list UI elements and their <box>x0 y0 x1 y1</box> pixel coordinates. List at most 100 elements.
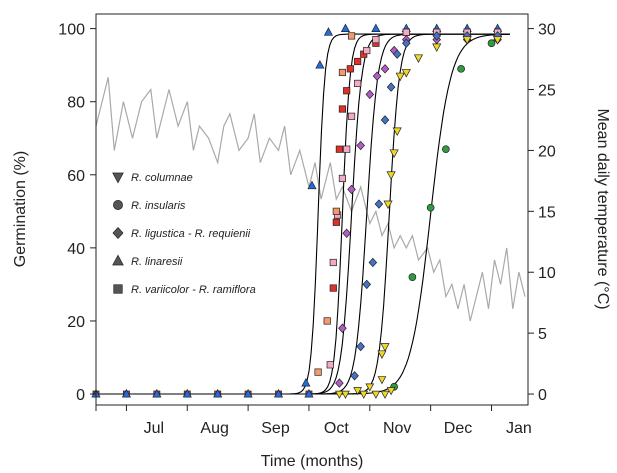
data-point <box>338 174 347 183</box>
data-point <box>408 273 417 281</box>
y-tick-label: 40 <box>67 241 85 258</box>
data-points <box>91 23 503 399</box>
y-tick-label: 100 <box>58 22 85 39</box>
data-point <box>340 23 351 33</box>
data-point <box>343 87 351 95</box>
data-point <box>401 69 411 78</box>
data-point <box>347 184 356 195</box>
x-tick-label: Oct <box>324 420 349 437</box>
x-tick-label: Jul <box>144 420 164 437</box>
y2-tick-label: 5 <box>538 326 547 343</box>
legend-marker <box>113 284 123 294</box>
fit-curve <box>96 33 510 395</box>
data-point <box>347 32 356 40</box>
data-point <box>121 388 131 398</box>
data-point <box>386 171 396 180</box>
data-point <box>462 36 472 45</box>
data-point <box>493 36 503 45</box>
temperature-line <box>95 77 526 322</box>
x-axis-label: Time (months) <box>261 453 364 470</box>
data-point <box>350 371 359 381</box>
data-point <box>380 390 390 399</box>
data-point <box>365 89 375 100</box>
data-point <box>365 383 375 392</box>
data-point <box>487 39 496 48</box>
fit-curve <box>96 33 510 395</box>
data-point <box>243 388 253 398</box>
legend-marker <box>112 226 124 240</box>
data-point <box>426 203 435 212</box>
data-point <box>380 115 390 125</box>
data-point <box>413 54 424 63</box>
legend-label: R. columnae <box>131 172 193 184</box>
data-point <box>395 72 405 82</box>
legend-marker <box>112 254 124 266</box>
data-point <box>392 127 402 137</box>
data-point <box>329 284 337 292</box>
data-point <box>347 112 356 120</box>
legend-label: R. insularis <box>131 200 186 212</box>
data-point <box>304 388 314 398</box>
data-point <box>323 317 331 325</box>
fit-curve <box>96 33 510 395</box>
data-point <box>432 31 442 41</box>
data-point <box>362 279 372 290</box>
data-point <box>374 199 384 209</box>
data-point <box>356 140 365 151</box>
data-point <box>343 145 351 153</box>
data-point <box>273 388 284 398</box>
data-point <box>372 71 382 81</box>
y2-tick-label: 10 <box>538 265 556 282</box>
data-point <box>335 390 344 399</box>
y2-tick-label: 15 <box>538 204 556 221</box>
data-point <box>389 149 399 158</box>
data-point <box>371 23 381 33</box>
data-point <box>301 377 311 387</box>
y-axis-label: Germination (%) <box>12 151 29 267</box>
data-point <box>380 64 390 74</box>
data-point <box>392 49 402 59</box>
data-point <box>442 145 450 154</box>
data-point <box>152 388 162 398</box>
data-point <box>354 79 362 88</box>
fit-curves <box>96 33 510 395</box>
data-point <box>338 68 347 77</box>
x-tick-label: Nov <box>383 420 411 437</box>
data-point <box>356 341 365 352</box>
data-point <box>368 257 378 268</box>
legend-label: R. ligustica - R. requienii <box>131 228 251 240</box>
y2-tick-label: 25 <box>538 83 556 100</box>
data-point <box>371 390 381 399</box>
y2-axis-label: Mean daily temperature (°C) <box>594 108 611 309</box>
data-point <box>354 57 362 66</box>
data-point <box>377 376 387 385</box>
data-point <box>338 105 347 113</box>
fit-curve <box>96 33 510 395</box>
x-tick-label: Sep <box>261 420 290 437</box>
data-point <box>372 35 380 44</box>
data-point <box>314 368 322 376</box>
data-point <box>341 390 350 399</box>
data-point <box>315 60 325 69</box>
x-tick-label: Dec <box>444 420 472 437</box>
data-point <box>346 65 354 73</box>
data-point <box>377 350 387 359</box>
legend-marker <box>112 172 124 184</box>
data-point <box>182 388 192 398</box>
y-tick-label: 0 <box>76 387 85 404</box>
legend: R. columnae R. insularis R. ligustica - R.… <box>112 172 256 296</box>
y2-tick-label: 30 <box>538 22 556 39</box>
y-tick-label: 80 <box>67 95 85 112</box>
temperature-layer <box>95 77 526 322</box>
y-tick-label: 20 <box>67 314 85 331</box>
data-point <box>335 378 344 388</box>
data-point <box>213 388 223 398</box>
data-point <box>402 28 410 36</box>
data-point <box>332 218 340 226</box>
legend-marker <box>113 200 123 210</box>
data-point <box>335 145 343 153</box>
data-point <box>338 323 347 333</box>
data-point <box>380 343 390 352</box>
data-point <box>332 207 340 215</box>
